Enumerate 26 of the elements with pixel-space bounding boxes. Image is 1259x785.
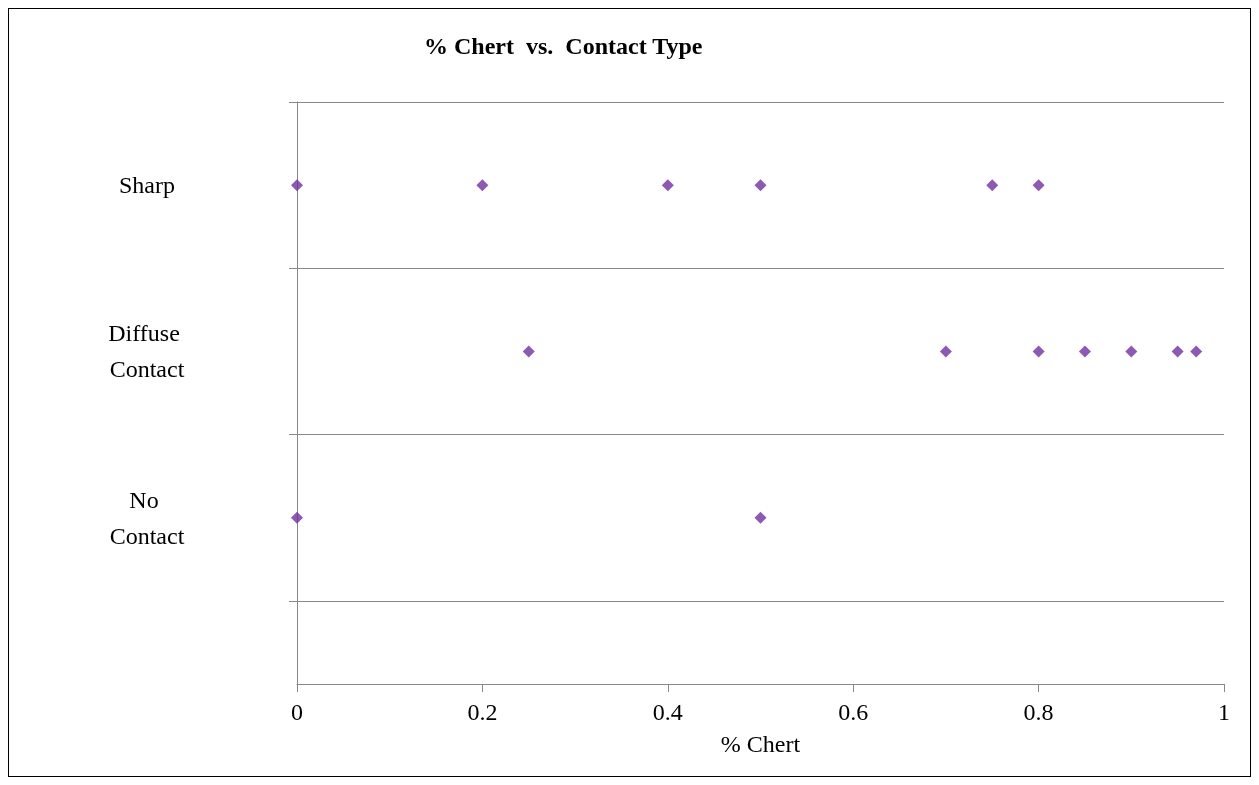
x-axis-title: % Chert [720, 731, 801, 757]
point [1171, 345, 1184, 358]
point [754, 511, 767, 524]
x-tick-label: 0.8 [1023, 699, 1054, 725]
x-tick-label: 0.4 [652, 699, 683, 725]
point [291, 511, 303, 524]
point [754, 179, 767, 192]
point [476, 179, 489, 192]
y-tick-label: No Contact [109, 486, 185, 549]
x-tick-label: 0 [291, 699, 303, 725]
point [1190, 345, 1203, 358]
point [1032, 179, 1045, 192]
point [522, 345, 535, 358]
x-tick-label: 0.6 [838, 699, 869, 725]
chart-title: % Chert vs. Contact Type [424, 33, 703, 59]
point [291, 179, 303, 192]
point [986, 179, 999, 192]
point [1078, 345, 1091, 358]
point [939, 345, 952, 358]
point [661, 179, 674, 192]
point [1125, 345, 1138, 358]
x-tick-label: 1 [1218, 699, 1230, 725]
y-tick-label: Sharp [119, 172, 175, 199]
y-tick-label: Diffuse Contact [108, 320, 186, 383]
point [1032, 345, 1045, 358]
x-tick-label: 0.2 [467, 699, 498, 725]
